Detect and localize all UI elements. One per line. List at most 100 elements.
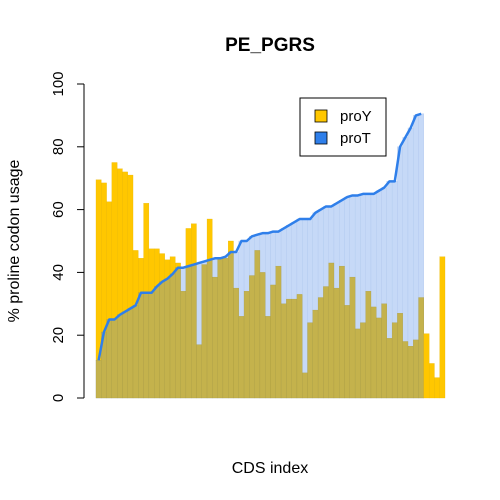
- proY-bar: [191, 223, 197, 265]
- legend-box: [299, 97, 387, 157]
- proY-bars: [95, 162, 446, 399]
- proY-bar-overlap: [365, 291, 372, 399]
- proT-line: [97, 112, 422, 361]
- proY-bar-overlap: [376, 317, 382, 399]
- legend-swatch-proY: [314, 109, 328, 123]
- proY-bar-overlap: [222, 258, 229, 399]
- proY-bar-overlap: [286, 298, 292, 399]
- proY-bar-overlap: [127, 308, 134, 399]
- proY-bar: [138, 258, 144, 293]
- proY-bar-overlap: [381, 303, 387, 399]
- proY-bar-overlap: [175, 267, 181, 399]
- proY-bar-overlap: [302, 372, 308, 399]
- proY-bar-overlap: [323, 286, 329, 399]
- proY-bar-overlap: [280, 303, 287, 399]
- proY-bar-overlap: [138, 292, 144, 399]
- proY-bar-overlap: [354, 328, 361, 399]
- proT-bar: [302, 218, 308, 399]
- proY-bar: [132, 250, 139, 306]
- y-tick-label: 40: [50, 264, 67, 281]
- proY-bar-overlap: [185, 265, 192, 399]
- proY-bar-overlap: [243, 291, 250, 399]
- proY-bar-overlap: [275, 265, 282, 399]
- proY-bar-overlap: [169, 273, 176, 399]
- proY-bar-overlap: [164, 278, 171, 399]
- proY-bar-overlap: [360, 322, 366, 399]
- proY-bar: [143, 203, 150, 293]
- proY-bar-overlap: [111, 319, 118, 399]
- proY-bar-overlap: [196, 344, 202, 399]
- proY-bar-overlap: [307, 322, 313, 399]
- proY-bar-overlap: [265, 316, 271, 399]
- proY-bar-overlap: [312, 309, 319, 399]
- proY-bar-overlap: [95, 360, 102, 399]
- proY-bar: [148, 248, 155, 293]
- proY-bar-overlap: [154, 286, 160, 399]
- proY-bar-overlap: [254, 250, 261, 399]
- proY-bar-overlap: [180, 291, 187, 399]
- proY-bar-overlap: [413, 339, 419, 399]
- proY-bar-overlap: [117, 314, 123, 399]
- proY-bar: [434, 377, 440, 399]
- proY-bar: [206, 218, 213, 260]
- proY-bar-overlap: [249, 275, 255, 399]
- proY-bar-overlap: [270, 284, 276, 399]
- proY-bar: [228, 240, 234, 253]
- y-tick-label: 60: [50, 201, 67, 218]
- legend: proY proT: [299, 97, 387, 157]
- proY-bar-overlap: [291, 298, 298, 399]
- proY-bar-overlap: [296, 294, 303, 399]
- proY-bar-overlap: [317, 297, 324, 399]
- proY-bar-overlap: [391, 322, 398, 399]
- proY-bar-overlap: [122, 311, 128, 399]
- proY-bar: [122, 171, 128, 312]
- proY-bar-overlap: [148, 292, 155, 399]
- proY-bar-overlap: [333, 287, 340, 399]
- chart-title: PE_PGRS: [225, 35, 315, 56]
- proY-bar-overlap: [228, 251, 234, 399]
- proY-bar: [95, 179, 102, 361]
- proY-bar-overlap: [106, 319, 113, 399]
- proY-bar-overlap: [132, 305, 139, 399]
- proY-bar: [423, 333, 430, 399]
- legend-label-proT: proT: [340, 130, 371, 147]
- proY-bar: [111, 162, 118, 320]
- proY-bar-overlap: [233, 287, 239, 399]
- y-tick-label: 0: [50, 394, 67, 402]
- proY-bar-overlap: [344, 305, 350, 399]
- y-tick-label: 80: [50, 138, 67, 155]
- proY-bar: [154, 248, 160, 287]
- proY-bar-overlap: [349, 276, 356, 399]
- proY-bar-overlap: [212, 276, 218, 399]
- legend-swatch-proT: [314, 131, 328, 145]
- proY-bar-overlap: [418, 297, 424, 399]
- proY-bar: [185, 228, 192, 267]
- proY-bar-overlap: [397, 313, 403, 399]
- proY-bar-overlap: [407, 346, 414, 399]
- proY-bar-overlap: [159, 281, 165, 399]
- legend-label-proY: proY: [340, 108, 372, 125]
- proY-bar: [106, 201, 113, 320]
- proY-bar-overlap: [191, 264, 197, 399]
- proY-bar-overlap: [259, 272, 266, 399]
- proY-bar: [159, 253, 165, 282]
- proY-bar-overlap: [386, 338, 393, 399]
- proY-bar: [428, 363, 435, 399]
- proY-bar-overlap: [339, 265, 345, 399]
- proY-bar: [117, 168, 123, 315]
- proY-bar-overlap: [201, 264, 208, 399]
- proY-bar-overlap: [402, 341, 409, 399]
- y-tick-label: 20: [50, 327, 67, 344]
- proY-bar-overlap: [370, 306, 377, 399]
- proY-bar: [439, 256, 446, 399]
- proY-bar-overlap: [217, 258, 224, 399]
- proY-bar-overlap: [238, 316, 245, 399]
- proY-bar: [127, 174, 134, 309]
- proY-bar: [101, 182, 107, 333]
- proY-bar-overlap: [143, 292, 150, 399]
- y-axis-label: % proline codon usage: [6, 160, 23, 323]
- proY-bar-overlap: [206, 259, 213, 399]
- y-tick-label: 100: [50, 71, 67, 96]
- y-axis: 0 20 40 60 80 100: [50, 71, 85, 402]
